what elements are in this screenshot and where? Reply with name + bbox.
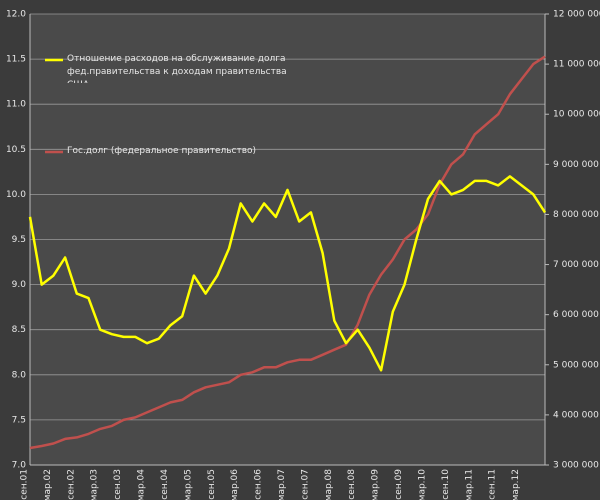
x-tick-label: мар.10 (417, 469, 427, 500)
line-series (29, 55, 546, 450)
x-tick-label: сен.04 (160, 469, 170, 500)
y2-tick-label: 12 000 000 (553, 10, 600, 20)
x-tick-label: мар.04 (137, 469, 147, 500)
y-tick-label: 7.5 (12, 415, 26, 425)
y2-tick-label: 9 000 000 (553, 160, 599, 170)
y-tick-label: 7.0 (12, 461, 27, 471)
y2-tick-label: 3 000 000 (553, 461, 599, 471)
x-tick-label: мар.12 (511, 469, 521, 500)
y2-tick-label: 5 000 000 (553, 360, 599, 370)
legend-label: Отношение расходов на обслуживание долга… (67, 54, 287, 83)
y-tick-label: 8.5 (12, 325, 26, 335)
legend-entry: Отношение расходов на обслуживание долга… (67, 54, 287, 83)
x-tick-label: мар.07 (277, 469, 287, 500)
y2-tick-label: 4 000 000 (553, 410, 599, 420)
x-tick-label: мар.06 (230, 469, 240, 500)
x-tick-label: мар.09 (371, 469, 381, 500)
y-tick-label: 9.5 (12, 235, 26, 245)
x-tick-label: мар.05 (183, 469, 193, 500)
x-tick-label: сен.03 (113, 469, 123, 500)
y2-tick-label: 11 000 000 (553, 60, 600, 70)
x-tick-label: сен.08 (347, 469, 357, 500)
x-tick-label: мар.11 (464, 469, 474, 500)
line-series (28, 175, 547, 372)
y-tick-label: 9.0 (12, 280, 27, 290)
y2-tick-label: 7 000 000 (553, 260, 599, 270)
y2-tick-label: 6 000 000 (553, 310, 599, 320)
y2-tick-label: 10 000 000 (553, 110, 600, 120)
y-tick-label: 8.0 (12, 370, 27, 380)
x-tick-label: мар.08 (324, 469, 334, 500)
y-tick-label: 10.0 (6, 190, 26, 200)
y-tick-label: 11.0 (6, 100, 26, 110)
x-tick-label: сен.02 (66, 469, 76, 500)
x-tick-label: сен.09 (394, 469, 404, 500)
y-tick-label: 10.5 (6, 145, 26, 155)
x-tick-label: сен.05 (207, 469, 217, 500)
x-tick-label: мар.02 (43, 469, 53, 500)
x-tick-label: сен.06 (254, 469, 264, 500)
x-tick-label: сен.07 (300, 469, 310, 500)
legend-label: Гос.долг (федеральное правительство) (67, 146, 257, 156)
y2-tick-label: 8 000 000 (553, 210, 599, 220)
y-tick-label: 11.5 (6, 55, 26, 65)
legend-entry: Гос.долг (федеральное правительство) (67, 146, 257, 156)
x-tick-label: сен.11 (488, 469, 498, 500)
y-tick-label: 12.0 (6, 10, 26, 20)
x-tick-label: мар.03 (90, 469, 100, 500)
x-tick-label: сен.01 (20, 469, 30, 500)
x-tick-label: сен.10 (441, 469, 451, 500)
